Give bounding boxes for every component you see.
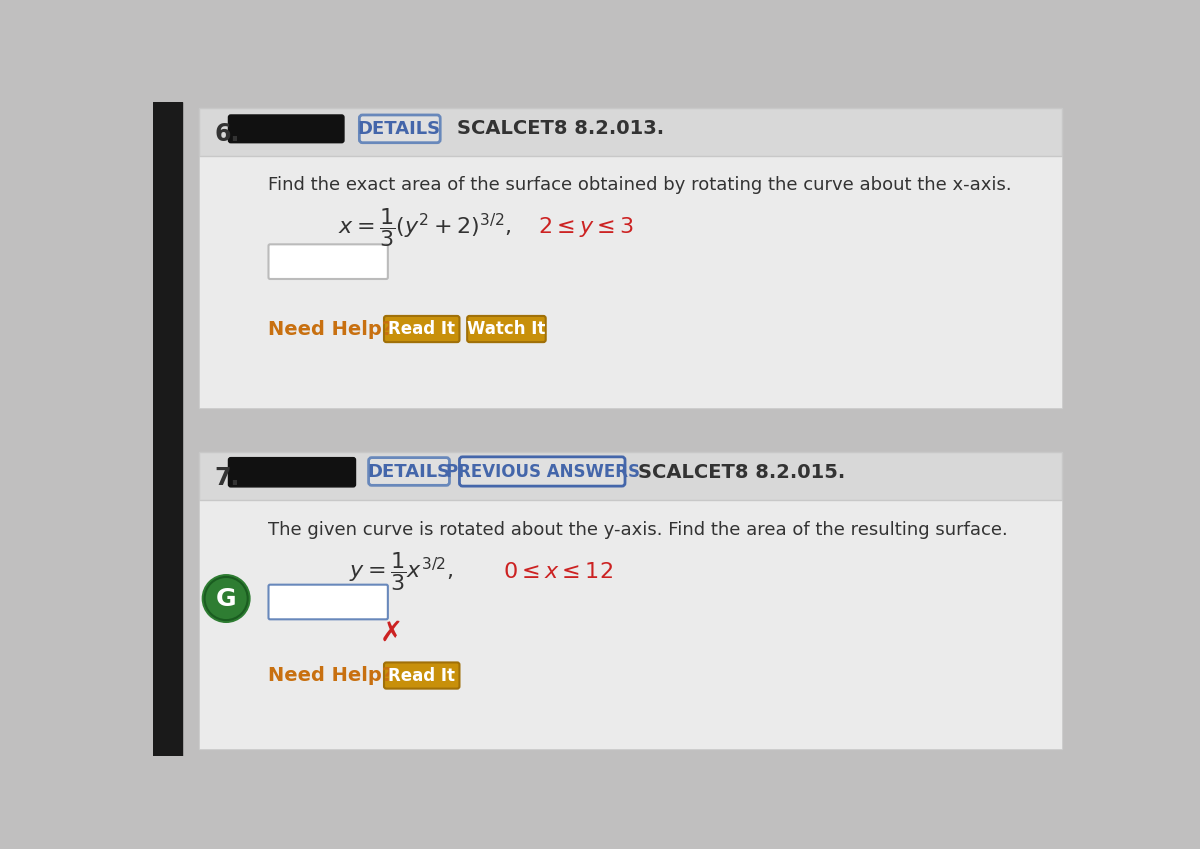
- FancyBboxPatch shape: [269, 245, 388, 279]
- Text: Find the exact area of the surface obtained by rotating the curve about the x-ax: Find the exact area of the surface obtai…: [269, 176, 1012, 194]
- Text: Read It: Read It: [389, 320, 455, 338]
- FancyBboxPatch shape: [384, 316, 460, 342]
- FancyBboxPatch shape: [359, 115, 440, 143]
- Text: $x = \dfrac{1}{3}(y^2 + 2)^{3/2},$: $x = \dfrac{1}{3}(y^2 + 2)^{3/2},$: [338, 206, 511, 249]
- FancyBboxPatch shape: [154, 102, 182, 756]
- FancyBboxPatch shape: [199, 500, 1062, 749]
- Text: Read It: Read It: [389, 666, 455, 684]
- Text: G: G: [216, 587, 236, 610]
- FancyBboxPatch shape: [228, 115, 344, 143]
- FancyBboxPatch shape: [199, 108, 1062, 408]
- Text: $y = \dfrac{1}{3}x^{3/2},$: $y = \dfrac{1}{3}x^{3/2},$: [349, 550, 454, 593]
- FancyBboxPatch shape: [269, 585, 388, 619]
- FancyBboxPatch shape: [228, 458, 355, 486]
- Text: ✗: ✗: [380, 619, 403, 647]
- Text: Watch It: Watch It: [467, 320, 546, 338]
- Circle shape: [203, 576, 250, 621]
- FancyBboxPatch shape: [199, 108, 1062, 155]
- Text: 6.: 6.: [215, 122, 240, 146]
- Text: Need Help?: Need Help?: [269, 319, 394, 339]
- FancyBboxPatch shape: [384, 662, 460, 689]
- FancyBboxPatch shape: [467, 316, 546, 342]
- Text: PREVIOUS ANSWERS: PREVIOUS ANSWERS: [445, 464, 640, 481]
- Text: The given curve is rotated about the y-axis. Find the area of the resulting surf: The given curve is rotated about the y-a…: [269, 521, 1008, 539]
- Text: Need Help?: Need Help?: [269, 666, 394, 685]
- FancyBboxPatch shape: [199, 453, 1062, 749]
- FancyBboxPatch shape: [368, 458, 450, 486]
- Text: $0 \leq x \leq 12$: $0 \leq x \leq 12$: [503, 560, 613, 582]
- FancyBboxPatch shape: [199, 155, 1062, 408]
- FancyBboxPatch shape: [199, 453, 1062, 500]
- Text: SCALCET8 8.2.013.: SCALCET8 8.2.013.: [457, 120, 665, 138]
- Text: 7.: 7.: [215, 465, 240, 490]
- Text: SCALCET8 8.2.015.: SCALCET8 8.2.015.: [638, 463, 845, 481]
- FancyBboxPatch shape: [182, 102, 1078, 756]
- FancyBboxPatch shape: [460, 457, 625, 486]
- Text: DETAILS: DETAILS: [358, 120, 440, 138]
- Text: DETAILS: DETAILS: [367, 464, 450, 481]
- Text: $2 \leq y \leq 3$: $2 \leq y \leq 3$: [538, 216, 635, 239]
